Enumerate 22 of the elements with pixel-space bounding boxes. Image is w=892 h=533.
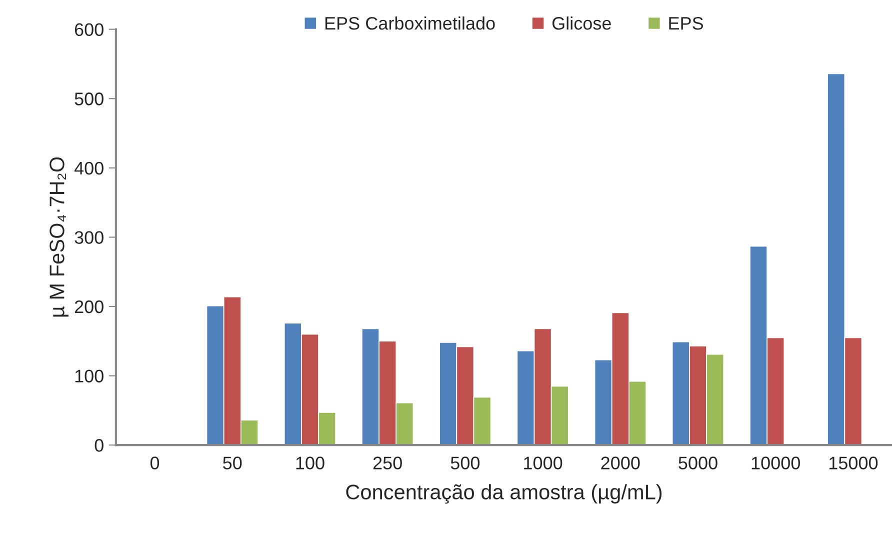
legend-label: Glicose xyxy=(552,16,611,30)
x-tick-label: 1000 xyxy=(524,456,562,470)
x-tick-label: 15000 xyxy=(829,456,878,470)
y-tick-label: 100 xyxy=(75,370,104,382)
legend-label: EPS xyxy=(669,16,704,30)
x-tick-label: 50 xyxy=(223,456,242,470)
x-tick-label: 5000 xyxy=(678,456,718,470)
x-tick-label: 250 xyxy=(373,456,402,470)
y-tick-label: 200 xyxy=(74,300,104,314)
x-tick-label: 500 xyxy=(450,456,480,470)
legend-label: EPS Carboximetilado xyxy=(325,16,495,30)
y-tick-label: 500 xyxy=(74,92,104,106)
x-tick-label: 100 xyxy=(296,456,324,470)
x-tick-label: 2000 xyxy=(601,456,640,470)
y-tick-label: 600 xyxy=(74,23,104,36)
x-tick-label: 10000 xyxy=(752,456,800,470)
y-tick-label: 300 xyxy=(74,231,104,244)
x-tick-label: 0 xyxy=(150,456,160,470)
y-tick-label: 0 xyxy=(94,438,104,452)
y-axis-title: µ M FeSO₄·7H₂O xyxy=(50,157,68,317)
y-tick-label: 400 xyxy=(74,162,104,175)
x-axis-title: Concentração da amostra (µg/mL) xyxy=(346,484,662,504)
